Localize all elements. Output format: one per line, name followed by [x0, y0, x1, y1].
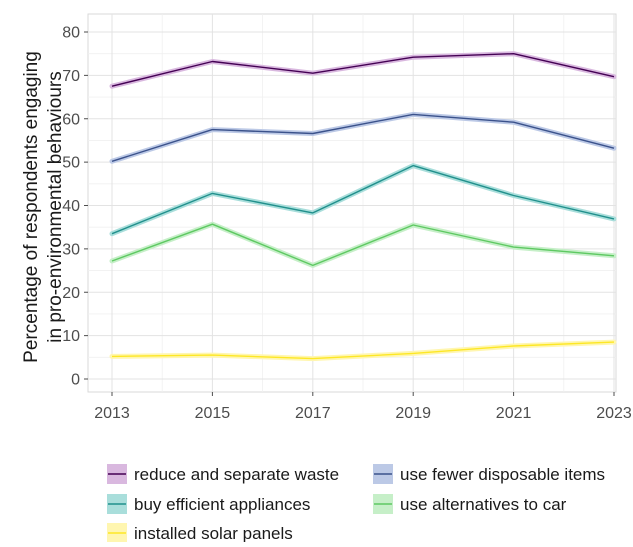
y-tick-label: 50 [62, 155, 80, 172]
y-tick-label: 20 [62, 285, 80, 302]
series-line-installed-solar-panels [111, 341, 615, 360]
y-axis-ticks: 0 10 20 30 40 50 60 70 80 [62, 25, 88, 389]
x-tick-label: 2019 [395, 405, 431, 422]
y-axis-title-line-2: in pro-environmental behaviours [45, 71, 66, 342]
y-axis-title-line-1: Percentage of respondents engaging [21, 51, 42, 363]
y-tick-label: 70 [62, 68, 80, 85]
x-axis-ticks: 2013 2015 2017 2019 2021 2023 [94, 392, 632, 422]
y-tick-label: 60 [62, 111, 80, 128]
x-tick-label: 2017 [295, 405, 331, 422]
x-tick-label: 2013 [94, 405, 130, 422]
legend-label-installed-solar-panels: installed solar panels [134, 524, 293, 542]
legend-label-reduce-and-separate-waste: reduce and separate waste [134, 465, 339, 484]
legend: reduce and separate waste use fewer dispo… [107, 464, 605, 543]
plot-panel-border [87, 13, 617, 393]
series-line-use-fewer-disposable-items [111, 113, 615, 162]
y-tick-label: 40 [62, 198, 80, 215]
series-line-reduce-and-separate-waste [111, 53, 615, 87]
legend-label-use-alternatives-to-car: use alternatives to car [400, 495, 567, 514]
series-line-buy-efficient-appliances [111, 164, 615, 235]
y-tick-label: 0 [71, 372, 80, 389]
x-tick-label: 2023 [596, 405, 632, 422]
y-tick-label: 10 [62, 328, 80, 345]
series-lines [111, 53, 615, 360]
x-tick-label: 2021 [496, 405, 532, 422]
y-tick-label: 30 [62, 241, 80, 258]
x-tick-label: 2015 [195, 405, 231, 422]
legend-label-buy-efficient-appliances: buy efficient appliances [134, 495, 310, 514]
y-tick-label: 80 [62, 25, 80, 42]
plot-panel [87, 13, 617, 393]
legend-label-use-fewer-disposable-items: use fewer disposable items [400, 465, 605, 484]
series-line-use-alternatives-to-car [111, 223, 615, 267]
